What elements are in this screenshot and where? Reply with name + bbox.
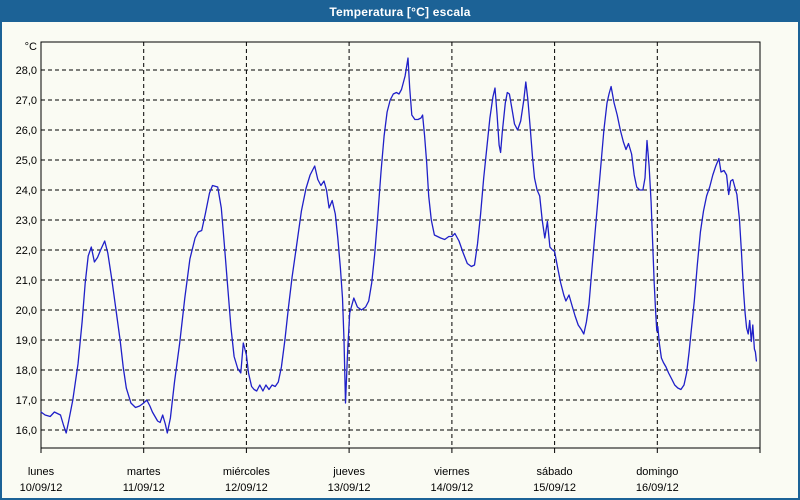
temperature-line [40, 57, 758, 434]
x-day-label: martes [127, 466, 161, 478]
y-tick-label: 18,0 [16, 365, 37, 377]
chart-area: °C 28,0 27,0 26,0 25,0 24,0 23,0 22,0 21,0 20,0 19… [2, 22, 798, 498]
x-date-label: 15/09/12 [533, 482, 576, 494]
y-tick-label: 21,0 [16, 275, 37, 287]
x-date-label: 14/09/12 [430, 482, 473, 494]
y-tick-label: 26,0 [16, 125, 37, 137]
x-day-label: jueves [332, 466, 365, 478]
temperature-chart: °C 28,0 27,0 26,0 25,0 24,0 23,0 22,0 21,0 20,0 19… [16, 41, 761, 494]
x-day-label: lunes [28, 466, 55, 478]
x-date-label: 12/09/12 [225, 482, 268, 494]
y-tick-label: 16,0 [16, 425, 37, 437]
v-gridlines [143, 42, 658, 448]
y-tick-label: 22,0 [16, 245, 37, 257]
x-ticks [40, 448, 761, 453]
x-date-label: 16/09/12 [636, 482, 679, 494]
y-tick-label: 28,0 [16, 65, 37, 77]
y-tick-label: 17,0 [16, 395, 37, 407]
x-axis-labels: lunes 10/09/12 martes 11/09/12 miércoles 12/0… [20, 466, 679, 494]
x-date-label: 13/09/12 [328, 482, 371, 494]
y-tick-label: 25,0 [16, 155, 37, 167]
y-tick-label: 24,0 [16, 185, 37, 197]
y-tick-label: 27,0 [16, 95, 37, 107]
x-date-label: 10/09/12 [20, 482, 63, 494]
x-day-label: viernes [434, 466, 470, 478]
h-gridlines [41, 69, 760, 431]
y-unit-label: °C [25, 41, 37, 53]
x-day-label: domingo [636, 466, 678, 478]
window-title: Temperatura [°C] escala [329, 5, 471, 19]
y-tick-label: 23,0 [16, 215, 37, 227]
x-date-label: 11/09/12 [123, 482, 165, 494]
x-day-label: sábado [537, 466, 573, 478]
y-axis-labels: °C 28,0 27,0 26,0 25,0 24,0 23,0 22,0 21,0 20,0 19… [16, 41, 37, 437]
y-tick-label: 20,0 [16, 305, 37, 317]
plot-border [40, 41, 761, 449]
y-tick-label: 19,0 [16, 335, 37, 347]
x-day-label: miércoles [223, 466, 271, 478]
title-bar: Temperatura [°C] escala [2, 2, 798, 22]
